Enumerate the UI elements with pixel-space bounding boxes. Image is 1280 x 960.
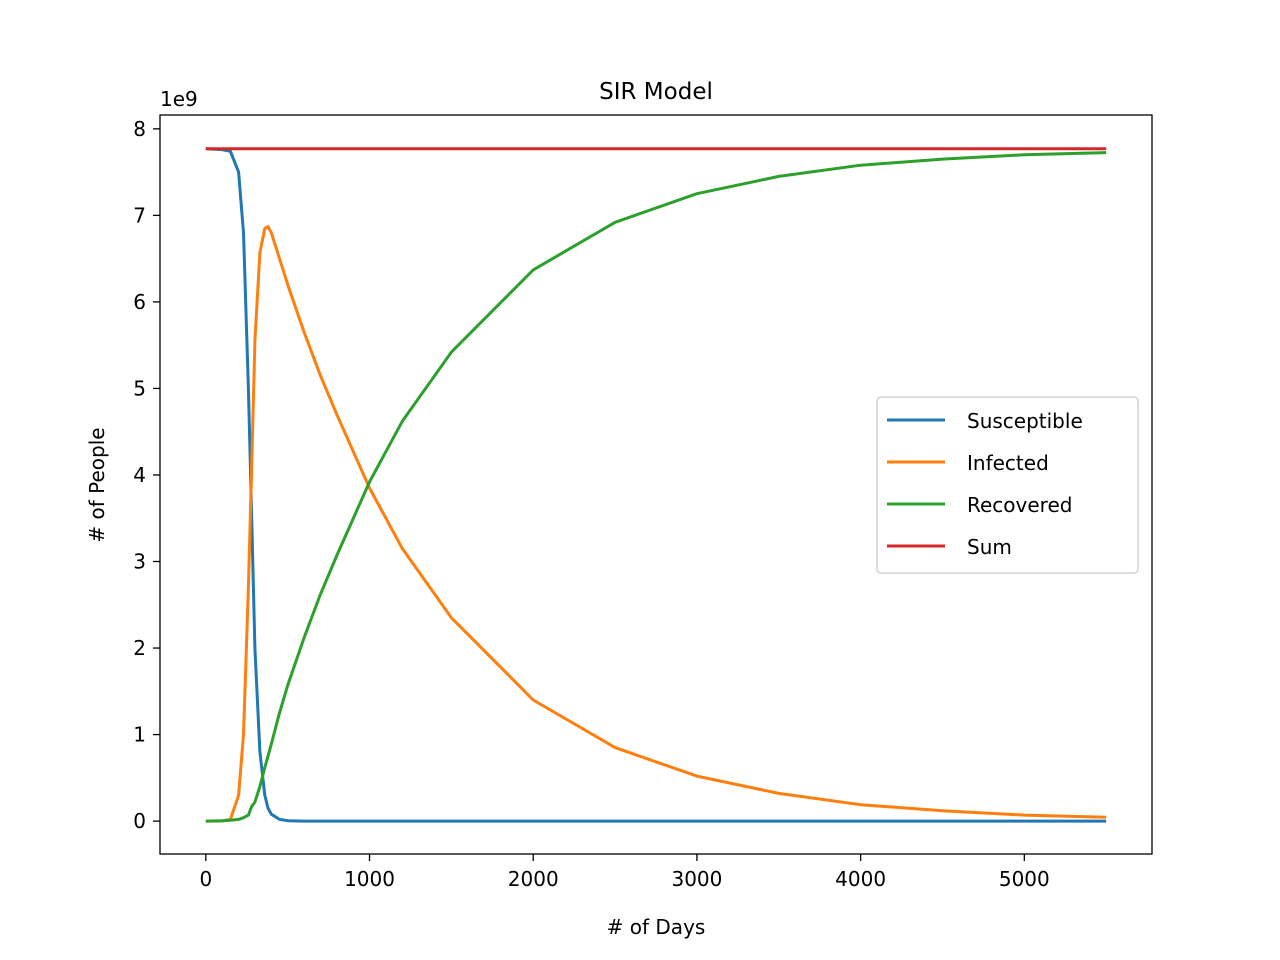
y-tick-label: 3 — [133, 550, 146, 574]
series-line-infected — [205, 225, 1107, 823]
x-tick-label: 5000 — [999, 867, 1050, 891]
series-line-recovered — [205, 151, 1107, 823]
chart-title: SIR Model — [599, 79, 713, 105]
y-tick-label: 7 — [133, 203, 146, 227]
y-tick-label: 2 — [133, 636, 146, 660]
x-tick-label: 1000 — [344, 867, 395, 891]
y-tick-label: 6 — [133, 290, 146, 314]
legend: Susceptible Infected Recovered Sum — [876, 396, 1139, 574]
y-tick-label: 4 — [133, 463, 146, 487]
x-tick-label: 4000 — [835, 867, 886, 891]
y-offset-label: 1e9 — [160, 87, 198, 111]
y-tick-label: 8 — [133, 117, 146, 141]
x-tick-label: 3000 — [671, 867, 722, 891]
legend-label-infected: Infected — [967, 451, 1049, 475]
x-tick-label: 0 — [199, 867, 212, 891]
x-axis-label: # of Days — [607, 915, 706, 939]
legend-label-recovered: Recovered — [967, 493, 1072, 517]
y-tick-label: 5 — [133, 376, 146, 400]
y-tick-label: 0 — [133, 809, 146, 833]
x-tick-label: 2000 — [508, 867, 559, 891]
series-line-susceptible — [205, 147, 1107, 823]
legend-label-sum: Sum — [967, 535, 1012, 559]
y-tick-label: 1 — [133, 723, 146, 747]
y-axis-label: # of People — [85, 427, 109, 542]
plot-frame — [159, 114, 1153, 855]
legend-label-susceptible: Susceptible — [967, 409, 1083, 433]
